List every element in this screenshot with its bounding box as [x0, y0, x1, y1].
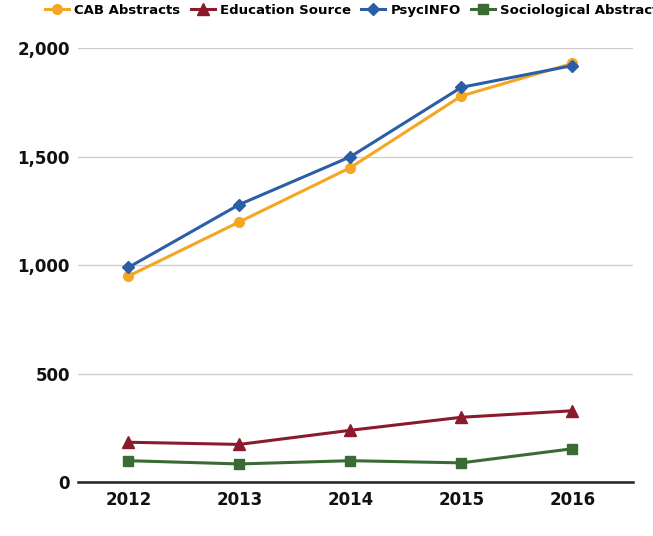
Legend: CAB Abstracts, Education Source, PsycINFO, Sociological Abstracts: CAB Abstracts, Education Source, PsycINF… [40, 0, 653, 22]
